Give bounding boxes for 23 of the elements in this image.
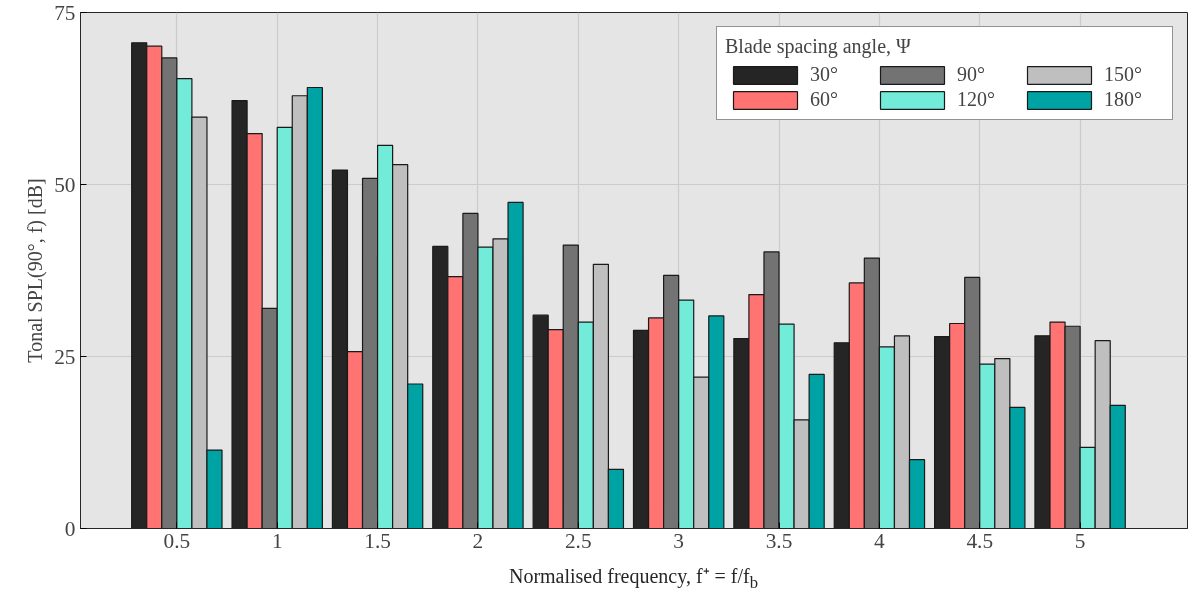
- x-tick-label: 2.5: [564, 528, 592, 553]
- legend-title: Blade spacing angle, Ψ: [725, 35, 912, 58]
- x-tick-label: 1.5: [364, 528, 391, 553]
- legend-label: 150°: [1104, 63, 1143, 86]
- x-tick-label: 0.5: [163, 528, 191, 553]
- legend-label: 30°: [810, 63, 839, 86]
- x-tick-label: 3.5: [765, 528, 793, 553]
- x-tick-label: 1: [271, 528, 283, 553]
- y-tick-label: 25: [54, 344, 76, 369]
- legend-label: 90°: [957, 63, 986, 86]
- x-tick-label: 4: [874, 528, 886, 553]
- y-tick-label: 0: [64, 516, 76, 541]
- y-tick-label: 75: [54, 0, 76, 25]
- legend-label: 60°: [810, 88, 839, 111]
- legend-label: 120°: [957, 88, 996, 111]
- x-tick-label: 4.5: [966, 528, 994, 553]
- y-axis-title: Tonal SPL(90°, f) [dB]: [24, 178, 48, 363]
- x-tick-label: 5: [1074, 528, 1086, 553]
- x-tick-label: 3: [673, 528, 684, 553]
- y-tick-label: 50: [54, 172, 76, 197]
- legend-label: 180°: [1104, 88, 1143, 111]
- x-tick-label: 2: [472, 528, 484, 553]
- x-axis-title: Normalised frequency, f⁺ = f/f$_{b}$: [508, 564, 759, 594]
